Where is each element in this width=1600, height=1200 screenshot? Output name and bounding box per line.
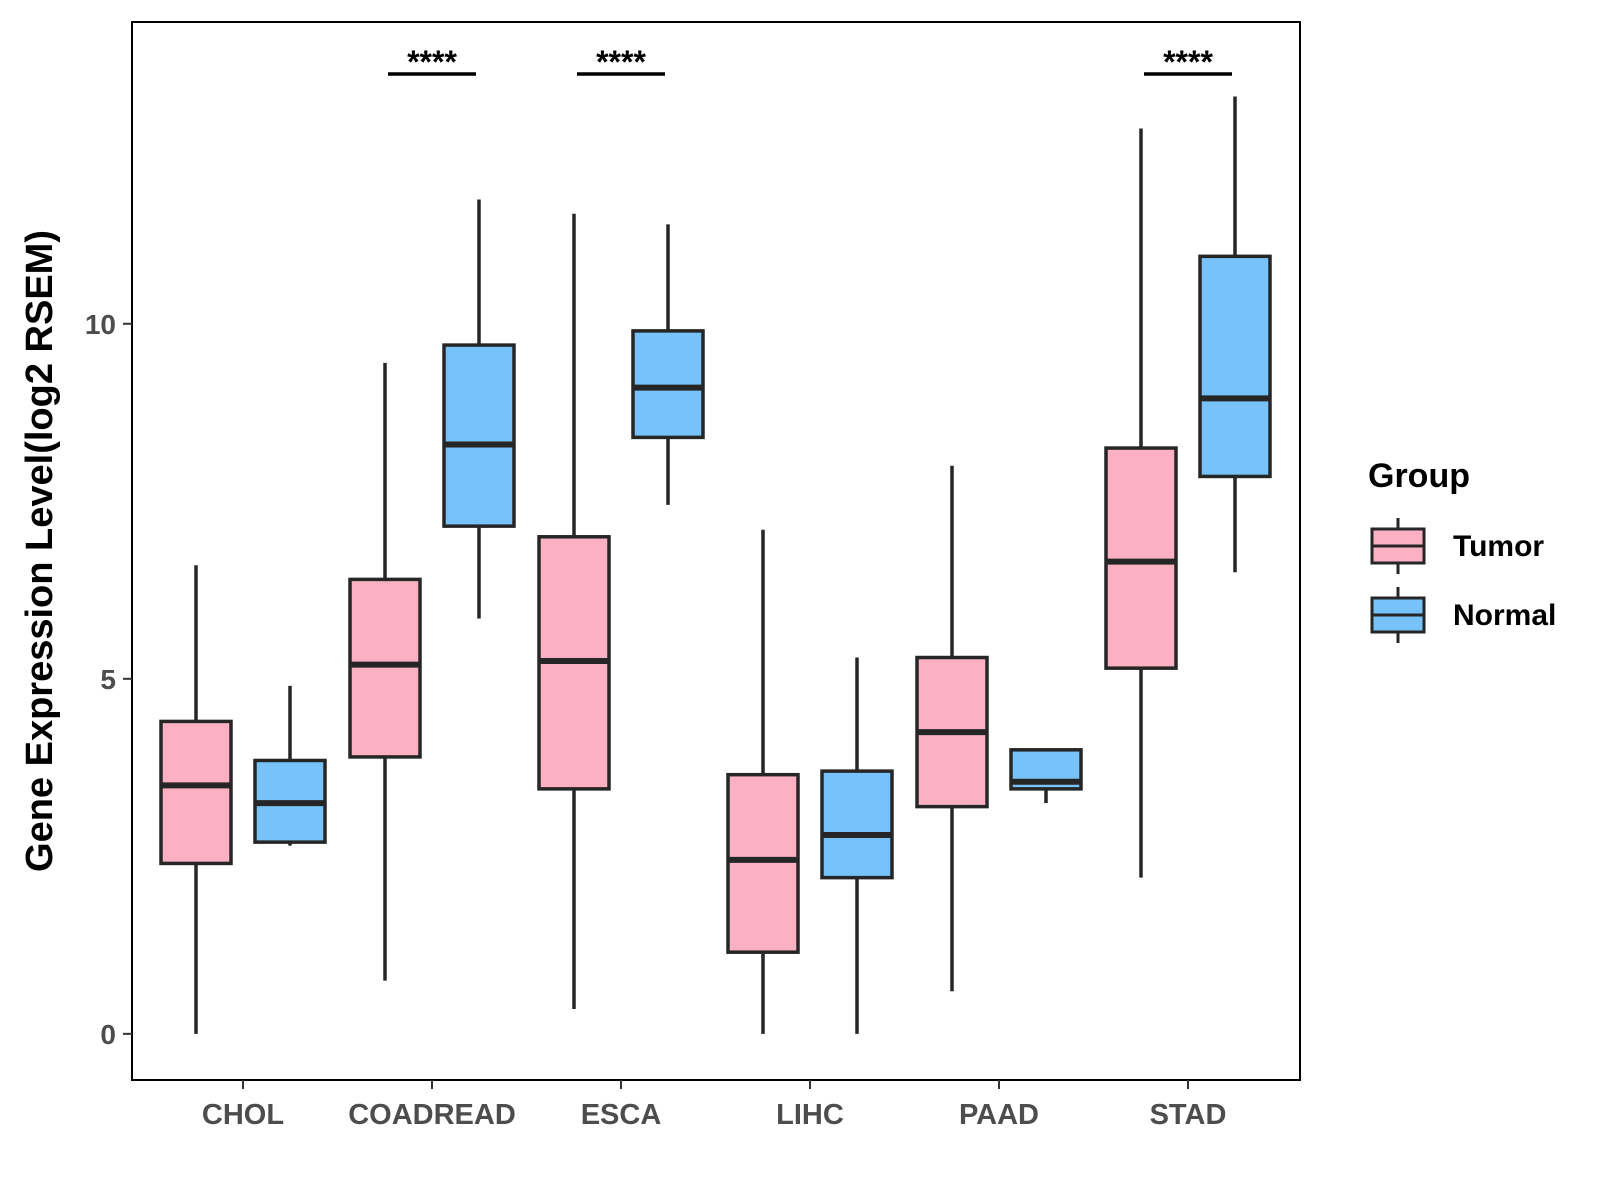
y-tick-label: 10: [85, 309, 116, 340]
box: [631, 329, 705, 440]
significance-label: ****: [407, 44, 457, 80]
box: [442, 343, 516, 528]
normal-box-stad: [1198, 96, 1272, 573]
normal-box-esca: [631, 224, 705, 505]
x-tick-label: CHOL: [202, 1099, 284, 1131]
x-tick-label: ESCA: [581, 1099, 662, 1131]
normal-box-paad: [1009, 748, 1083, 804]
legend-title: Group: [1368, 457, 1470, 495]
box: [726, 772, 800, 954]
significance-label: ****: [1163, 44, 1213, 80]
box: [1198, 254, 1272, 479]
legend: Group Tumor Normal: [1368, 457, 1556, 643]
tumor-box-stad: [1104, 128, 1178, 878]
x-tick-label: LIHC: [776, 1099, 844, 1131]
legend-item-normal: Normal: [1370, 587, 1556, 643]
legend-item-tumor: Tumor: [1370, 518, 1544, 574]
y-tick-label: 0: [100, 1019, 116, 1050]
x-tick-label: PAAD: [959, 1099, 1039, 1131]
box: [820, 769, 894, 880]
y-axis-title: Gene Expression Level(log2 RSEM): [19, 230, 61, 872]
normal-box-coadread: [442, 199, 516, 619]
legend-label: Tumor: [1453, 530, 1544, 563]
tumor-box-paad: [915, 465, 989, 992]
box: [348, 577, 422, 759]
significance-label: ****: [596, 44, 646, 80]
tumor-box-esca: [537, 213, 611, 1009]
y-tick-label: 5: [100, 664, 116, 695]
box: [1104, 446, 1178, 670]
normal-box-chol: [253, 685, 327, 846]
normal-box-lihc: [820, 657, 894, 1034]
legend-label: Normal: [1453, 599, 1556, 632]
tumor-box-coadread: [348, 362, 422, 981]
x-tick-label: STAD: [1150, 1099, 1227, 1131]
x-tick-label: COADREAD: [348, 1099, 516, 1131]
tumor-box-lihc: [726, 529, 800, 1034]
tumor-box-chol: [159, 565, 233, 1034]
box: [159, 719, 233, 866]
